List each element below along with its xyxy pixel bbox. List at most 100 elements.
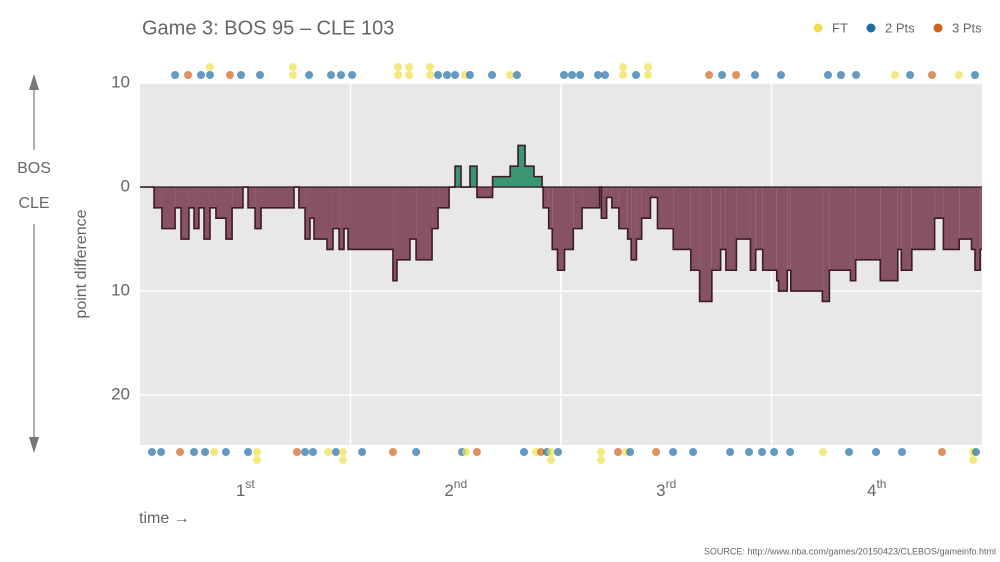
score-dot <box>253 448 262 456</box>
legend-swatch <box>933 23 943 33</box>
score-dot <box>644 63 653 71</box>
score-dot <box>292 448 301 456</box>
lead-segment <box>188 187 195 208</box>
score-dot <box>898 448 907 456</box>
score-dot <box>823 71 832 79</box>
score-dot <box>786 448 795 456</box>
lead-segment <box>725 187 737 271</box>
side-label: BOS <box>17 160 51 177</box>
score-dot <box>758 448 767 456</box>
lead-segment <box>518 145 526 188</box>
score-dot <box>519 448 528 456</box>
score-dot <box>872 448 881 456</box>
score-dot <box>819 448 828 456</box>
y-tick-label: 10 <box>111 281 130 300</box>
score-dot <box>890 71 899 79</box>
y-tick-label: 10 <box>111 72 130 91</box>
score-dot <box>442 71 451 79</box>
x-tick-suffix: th <box>876 477 886 491</box>
lead-segment <box>641 187 651 219</box>
lead-segment <box>314 187 327 240</box>
score-dot <box>388 448 397 456</box>
lead-segment <box>525 166 534 188</box>
score-dot <box>559 71 568 79</box>
score-dot <box>632 71 641 79</box>
lead-segment <box>326 187 333 250</box>
lead-segment <box>492 176 511 188</box>
legend-swatch <box>813 23 823 33</box>
score-dot <box>201 448 210 456</box>
lead-segment <box>215 187 226 219</box>
lead-segment <box>564 187 574 250</box>
lead-segment <box>204 187 210 240</box>
score-dot <box>171 71 180 79</box>
score-dot <box>147 448 156 456</box>
score-dot <box>547 448 556 456</box>
score-dot <box>253 456 262 464</box>
lead-segment <box>548 187 553 229</box>
score-dot <box>425 71 434 79</box>
lead-segment <box>543 187 549 208</box>
lead-segment <box>573 187 583 229</box>
lead-segment <box>198 187 205 208</box>
lead-segment <box>690 187 700 271</box>
score-dot <box>852 71 861 79</box>
lead-segment <box>855 187 881 260</box>
score-dot <box>205 71 214 79</box>
lead-segment <box>396 187 410 260</box>
score-dot <box>705 71 714 79</box>
y-tick-label: 0 <box>121 177 130 196</box>
score-dot <box>327 71 336 79</box>
lead-segment <box>416 187 433 260</box>
score-dot <box>669 448 678 456</box>
score-dot <box>244 448 253 456</box>
lead-segment <box>392 187 397 281</box>
score-dot <box>505 71 514 79</box>
score-dot <box>626 448 635 456</box>
lead-segment <box>552 187 558 250</box>
score-dot <box>338 456 347 464</box>
lead-segment <box>755 187 763 250</box>
score-dot <box>576 71 585 79</box>
score-dot <box>405 63 414 71</box>
lead-segment <box>232 187 243 208</box>
score-dot <box>596 448 605 456</box>
lead-segment <box>850 187 856 281</box>
lead-segment <box>154 187 162 208</box>
score-dot <box>288 71 297 79</box>
score-dot <box>938 448 947 456</box>
score-dot <box>955 71 964 79</box>
score-dot <box>225 71 234 79</box>
score-dot <box>537 448 546 456</box>
x-tick-label: 4th <box>867 477 886 500</box>
x-tick-number: 2 <box>444 481 453 500</box>
score-dot <box>594 71 603 79</box>
score-dot <box>751 71 760 79</box>
score-dot <box>237 71 246 79</box>
lead-segment <box>778 187 788 292</box>
x-axis-label: time → <box>139 510 190 527</box>
lead-segment <box>980 187 982 250</box>
x-tick-number: 4 <box>867 481 876 500</box>
score-dot <box>184 71 193 79</box>
lead-segment <box>175 187 182 208</box>
score-dot <box>970 71 979 79</box>
score-dot <box>205 63 214 71</box>
legend-label: FT <box>832 20 848 35</box>
score-dot <box>732 71 741 79</box>
lead-segment <box>409 187 417 240</box>
legend-label: 2 Pts <box>885 20 915 35</box>
score-dot <box>972 448 981 456</box>
score-dot <box>928 71 937 79</box>
score-dot <box>619 63 628 71</box>
x-tick-number: 3 <box>656 481 665 500</box>
lead-line <box>140 144 982 303</box>
lead-segment <box>631 187 637 260</box>
score-dot <box>288 63 297 71</box>
score-dot <box>394 71 403 79</box>
score-dot <box>301 448 310 456</box>
lead-segment <box>469 166 477 188</box>
lead-segment <box>897 187 902 250</box>
score-dot <box>157 448 166 456</box>
lead-segment <box>911 187 935 250</box>
